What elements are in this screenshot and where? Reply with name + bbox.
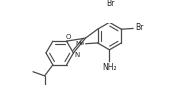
Text: Br: Br: [106, 0, 114, 8]
Text: N: N: [75, 52, 80, 58]
Text: Me: Me: [75, 41, 84, 46]
Text: O: O: [65, 34, 71, 40]
Text: NH₂: NH₂: [102, 63, 117, 72]
Text: Br: Br: [135, 23, 144, 32]
